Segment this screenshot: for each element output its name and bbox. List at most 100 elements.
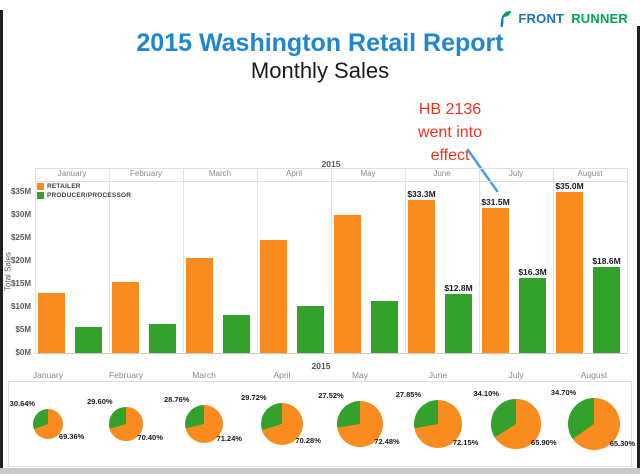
top-axis-month-label: June (433, 169, 451, 178)
legend-label: RETAILER (47, 183, 81, 190)
top-axis-month-label: August (577, 169, 603, 178)
retailer-bar (482, 208, 509, 353)
column-separator (553, 168, 554, 354)
pie-orange-label: 69.36% (58, 431, 85, 441)
legend-row: PRODUCER/PROCESSOR (37, 191, 131, 199)
pie-orange-label: 65.90% (531, 438, 557, 448)
producer-bar (371, 300, 398, 353)
window-edge-right (637, 26, 640, 468)
column-separator (627, 168, 628, 354)
report-title: 2015 Washington Retail Report (136, 29, 504, 57)
y-tick-label: $30M (10, 210, 31, 219)
bottom-axis-month-label: March (192, 370, 216, 380)
retailer-bar (260, 240, 287, 353)
year-label-top: 2015 (321, 159, 341, 169)
logo-runner-text: RUNNER (571, 11, 628, 26)
window-edge-left (0, 10, 3, 468)
bar-value-label: $18.6M (592, 256, 621, 267)
legend-swatch-producer (37, 191, 44, 199)
top-axis-month-label: February (129, 169, 162, 178)
y-tick-label: $0M (15, 348, 31, 357)
producer-bar (297, 305, 324, 353)
bottom-axis-month-label: July (508, 370, 524, 380)
pie-chart (568, 398, 620, 450)
pie-chart (261, 403, 303, 445)
retailer-bar (408, 199, 435, 353)
logo-front-text: FRONT (518, 11, 565, 26)
pie-orange-label: 70.28% (295, 435, 321, 445)
report-subtitle: Monthly Sales (250, 58, 390, 83)
producer-bar (75, 326, 102, 353)
column-separator (109, 168, 110, 354)
top-axis-month-label: January (57, 169, 87, 178)
producer-bar (223, 314, 250, 353)
annotation-line: went into (417, 124, 483, 141)
legend-label: PRODUCER/PROCESSOR (47, 191, 132, 199)
retailer-bar (112, 282, 139, 353)
bar-value-label: $35.0M (555, 181, 584, 191)
bar-value-label: $31.5M (481, 197, 510, 208)
pie-chart (32, 408, 64, 440)
y-tick-label: $25M (10, 233, 31, 242)
y-tick-label: $20M (10, 256, 31, 265)
y-tick-label: $35M (10, 187, 31, 196)
producer-bar (519, 278, 546, 353)
pie-orange-label: 71.24% (216, 434, 243, 444)
legend-row: RETAILER (37, 183, 81, 191)
pie-chart (337, 401, 383, 447)
bar-value-label: $16.3M (518, 267, 547, 278)
pie-chart (413, 399, 463, 449)
front-runner-logo-icon (501, 10, 512, 27)
window-edge-bottom (0, 468, 640, 474)
pie-orange-label: 70.40% (137, 432, 163, 442)
column-separator (183, 168, 184, 354)
column-separator (405, 168, 406, 354)
pie-green-label: 30.64% (9, 398, 36, 408)
column-separator (331, 168, 332, 354)
year-label-bottom: 2015 (311, 361, 331, 371)
bottom-axis-month-label: August (580, 370, 608, 380)
bottom-axis-month-label: April (273, 370, 291, 380)
pie-green-label: 34.10% (473, 389, 499, 399)
pie-chart (184, 404, 224, 444)
y-axis-title: Total Sales (3, 251, 13, 292)
pie-green-label: 28.76% (163, 394, 190, 404)
column-separator (257, 168, 258, 354)
pie-chart (491, 399, 541, 449)
bar-value-label: $33.3M (407, 188, 436, 199)
pie-orange-label: 65.30% (609, 439, 636, 449)
top-axis-month-label: May (360, 169, 376, 178)
retailer-bar (38, 293, 65, 353)
y-tick-label: $5M (15, 325, 31, 334)
y-tick-label: $10M (10, 302, 31, 311)
column-separator (479, 168, 480, 354)
pie-green-label: 29.72% (241, 393, 267, 403)
producer-bar (149, 323, 176, 353)
bottom-axis-month-label: January (32, 370, 64, 380)
annotation-line: effect (430, 147, 470, 164)
column-separator (35, 168, 36, 354)
top-axis-month-label: April (285, 169, 302, 178)
top-axis-month-label: July (508, 169, 524, 178)
pie-green-label: 29.60% (87, 397, 113, 407)
bottom-axis-month-label: February (108, 370, 143, 380)
pie-chart (109, 407, 143, 441)
pie-green-label: 27.52% (318, 391, 344, 401)
pie-panel-border (8, 381, 632, 467)
legend-swatch-retailer (37, 183, 44, 190)
pie-orange-label: 72.48% (374, 436, 400, 446)
annotation-hb2136: HB 2136 went into effect (385, 98, 515, 167)
pie-green-label: 34.70% (550, 388, 577, 397)
top-axis-month-label: March (208, 169, 232, 178)
producer-bar (445, 294, 472, 353)
retailer-bar (186, 257, 213, 353)
bottom-axis-month-label: May (351, 370, 369, 380)
bar-value-label: $12.8M (444, 283, 473, 294)
annotation-line: HB 2136 (418, 101, 482, 118)
bottom-axis-month-label: June (428, 370, 448, 380)
pie-green-label: 27.85% (395, 389, 422, 399)
producer-bar (593, 267, 620, 353)
retailer-bar (334, 215, 361, 353)
